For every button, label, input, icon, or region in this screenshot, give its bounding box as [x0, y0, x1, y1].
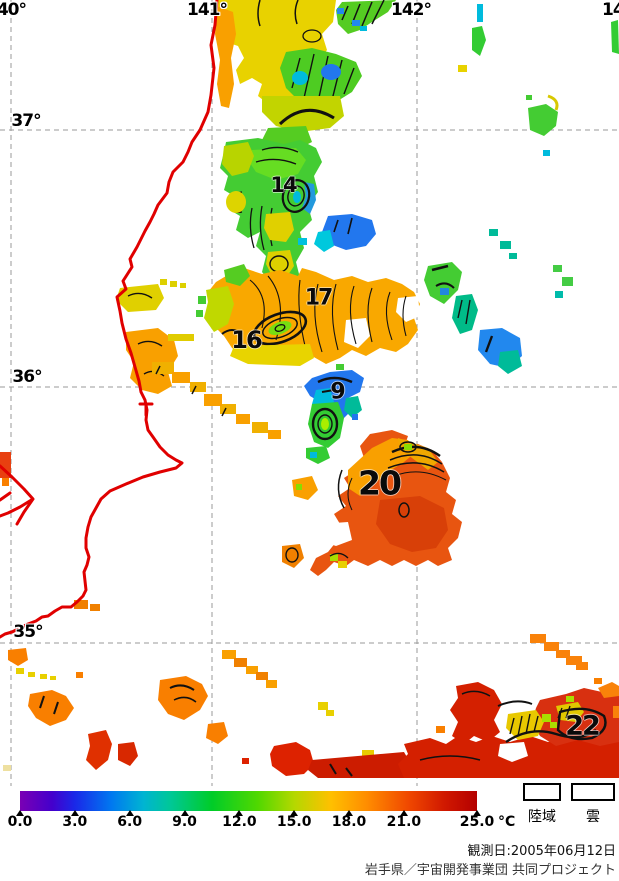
legend: 陸域 雲 [523, 783, 615, 826]
geo-coordinate-label: 142° [391, 0, 432, 20]
sst-data-blobs [0, 0, 619, 778]
legend-item: 雲 [571, 783, 615, 826]
legend-label: 雲 [586, 809, 600, 825]
colorbar-tick-marker [399, 810, 408, 816]
colorbar-tick-label: 3.0 [62, 814, 88, 830]
colorbar-tick-marker [70, 810, 79, 816]
colorbar-unit-label: °C [498, 814, 516, 830]
colorbar-tick-marker [473, 810, 481, 816]
coastline [0, 0, 219, 639]
sst-satellite-image [0, 0, 619, 786]
legend-swatch [571, 783, 615, 801]
contour-temperature-label: 22 [565, 710, 601, 742]
geo-coordinate-label: 37° [11, 111, 41, 131]
temperature-colorbar [20, 791, 477, 811]
colorbar-tick-label: 12.0 [222, 814, 257, 830]
geo-coordinate-label: 141° [187, 0, 228, 20]
observation-date: 観測日:2005年06月12日 [467, 844, 616, 859]
contour-temperature-label: 20 [358, 463, 402, 503]
lake-mark [138, 402, 154, 417]
colorbar-tick-label: 0.0 [7, 814, 33, 830]
colorbar-tick-marker [180, 810, 189, 816]
colorbar-tick-label: 9.0 [172, 814, 197, 830]
colorbar-tick-marker [16, 810, 24, 816]
colorbar-tick-label: 6.0 [117, 814, 143, 830]
credit-line: 岩手県／宇宙開発事業団 共同プロジェクト [364, 863, 616, 878]
geo-coordinate-label: 36° [12, 367, 42, 387]
legend-swatch [523, 783, 561, 801]
colorbar-tick-label: 21.0 [386, 814, 422, 830]
contour-temperature-label: 16 [231, 326, 262, 354]
contour-temperature-label: 17 [304, 285, 334, 311]
colorbar-tick-marker [345, 810, 354, 816]
colorbar-tick-label: 18.0 [331, 814, 367, 830]
lake-kasumigaura-outline [0, 464, 35, 526]
geo-coordinate-label: 140° [0, 0, 27, 20]
geo-coordinate-label: 143° [602, 0, 619, 20]
colorbar-tick-label: 15.0 [276, 814, 312, 830]
contour-temperature-label: 14 [270, 173, 297, 197]
legend-label: 陸域 [528, 809, 556, 825]
geo-coordinate-label: 35° [13, 622, 43, 642]
legend-item: 陸域 [523, 783, 561, 826]
colorbar-tick-marker [125, 810, 134, 816]
map-area: 140° 141° 142° 143° 37° 36° 35° 14 17 16 9 20 22 [0, 0, 619, 786]
colorbar-tick-label: 25.0 [459, 814, 495, 830]
colorbar-tick-marker [235, 810, 244, 816]
colorbar-tick-marker [290, 810, 299, 816]
contour-temperature-label: 9 [330, 379, 345, 405]
